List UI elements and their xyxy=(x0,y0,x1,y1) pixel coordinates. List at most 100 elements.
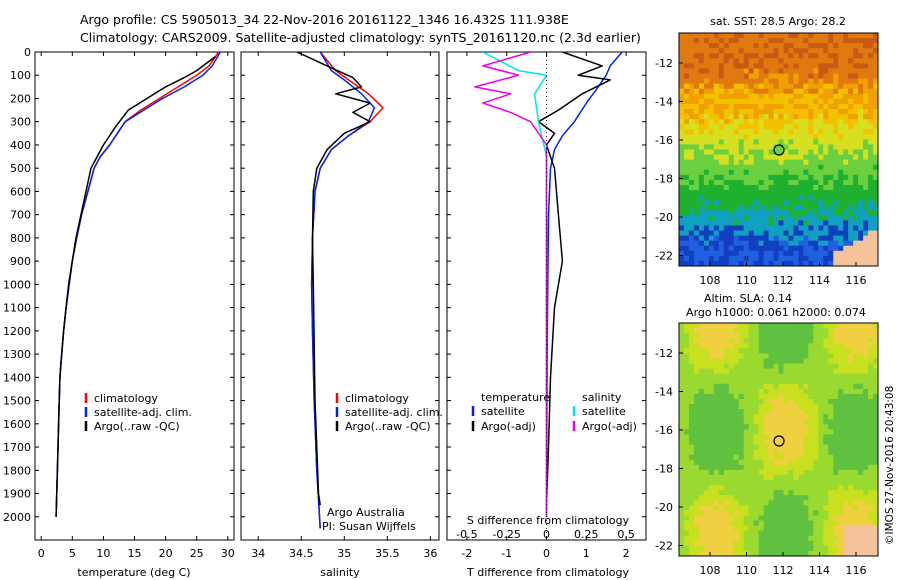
map-cell xyxy=(858,48,864,54)
map-cell xyxy=(728,250,735,257)
map-cell xyxy=(813,358,819,364)
map-cell xyxy=(718,245,725,252)
map-cell xyxy=(858,83,864,90)
map-cell xyxy=(693,439,700,445)
map-cell xyxy=(703,88,710,95)
map-cell xyxy=(728,353,735,359)
map-cell xyxy=(708,184,715,191)
map-cell xyxy=(753,78,760,85)
map-cell xyxy=(693,510,700,516)
map-cell xyxy=(813,348,819,354)
map-cell xyxy=(708,114,715,120)
map-cell xyxy=(813,200,819,206)
map-cell xyxy=(788,245,794,252)
map-cell xyxy=(833,333,839,339)
map-cell xyxy=(808,260,814,266)
map-cell xyxy=(833,190,839,196)
map-cell xyxy=(778,68,784,74)
map-cell xyxy=(763,490,769,496)
map-cell xyxy=(863,480,869,486)
map-cell xyxy=(763,68,769,74)
map-cell xyxy=(693,255,700,262)
map-cell xyxy=(798,78,804,85)
map-cell xyxy=(818,378,824,385)
map-cell xyxy=(688,469,695,476)
map-cell xyxy=(863,505,869,511)
map-cell xyxy=(728,383,735,390)
map-cell xyxy=(778,154,784,161)
map-cell xyxy=(728,240,735,247)
map-cell xyxy=(713,444,720,451)
map-cell xyxy=(693,490,700,496)
map-cell xyxy=(718,255,725,262)
map-cell xyxy=(738,373,745,380)
map-cell xyxy=(753,545,760,552)
map-cell xyxy=(853,454,859,461)
map-cell xyxy=(783,358,789,364)
map-cell xyxy=(743,33,750,39)
map-cell xyxy=(848,480,854,486)
map-cell xyxy=(783,215,789,221)
depth-tick-label: 800 xyxy=(10,232,31,245)
map-cell xyxy=(723,323,730,329)
map-cell xyxy=(793,368,799,375)
map-cell xyxy=(703,73,710,79)
map-cell xyxy=(833,439,839,445)
map-cell xyxy=(688,338,695,344)
map-cell xyxy=(758,535,764,542)
map-cell xyxy=(773,108,779,115)
map-cell xyxy=(698,464,705,471)
map-cell xyxy=(693,333,700,339)
map-cell xyxy=(783,58,789,64)
map-cell xyxy=(798,464,804,471)
map-cell xyxy=(753,490,760,496)
map-cell xyxy=(838,240,844,247)
map-cell xyxy=(748,210,755,216)
map-cell xyxy=(768,323,774,329)
map-cell xyxy=(743,190,750,196)
map-cell xyxy=(793,230,799,237)
map-cell xyxy=(773,103,779,110)
map-cell xyxy=(743,333,750,339)
map-cell xyxy=(823,414,829,420)
map-cell xyxy=(873,195,878,201)
map-cell xyxy=(743,98,750,105)
map-cell xyxy=(708,245,715,252)
map-cell xyxy=(853,88,859,95)
map-cell xyxy=(698,225,705,231)
map-cell xyxy=(733,469,740,476)
map-cell xyxy=(758,540,764,547)
map-cell xyxy=(863,449,869,456)
map-cell xyxy=(803,404,809,410)
map-cell xyxy=(858,525,864,532)
map-cell xyxy=(763,78,769,85)
map-cell xyxy=(838,255,844,262)
map-cell xyxy=(728,328,735,334)
map-cell xyxy=(868,200,874,206)
map-cell xyxy=(693,48,700,54)
map-cell xyxy=(813,485,819,491)
map-cell xyxy=(783,149,789,155)
map-cell xyxy=(868,485,874,491)
map-cell xyxy=(773,383,779,390)
map-cell xyxy=(798,353,804,359)
map-cell xyxy=(858,398,864,405)
map-cell xyxy=(703,485,710,491)
map-cell xyxy=(788,48,794,54)
map-cell xyxy=(718,93,725,100)
map-cell xyxy=(763,474,769,481)
map-cell xyxy=(688,343,695,349)
map-cell xyxy=(698,348,705,354)
map-cell xyxy=(698,414,705,420)
map-cell xyxy=(828,195,834,201)
map-cell xyxy=(738,129,745,135)
map-cell xyxy=(738,343,745,349)
map-cell xyxy=(713,353,720,359)
map-cell xyxy=(798,164,804,171)
map-cell xyxy=(788,520,794,527)
map-cell xyxy=(683,205,690,211)
map-cell xyxy=(708,358,715,364)
map-cell xyxy=(838,540,844,547)
depth-tick-label: 200 xyxy=(10,92,31,105)
map-cell xyxy=(748,149,755,155)
